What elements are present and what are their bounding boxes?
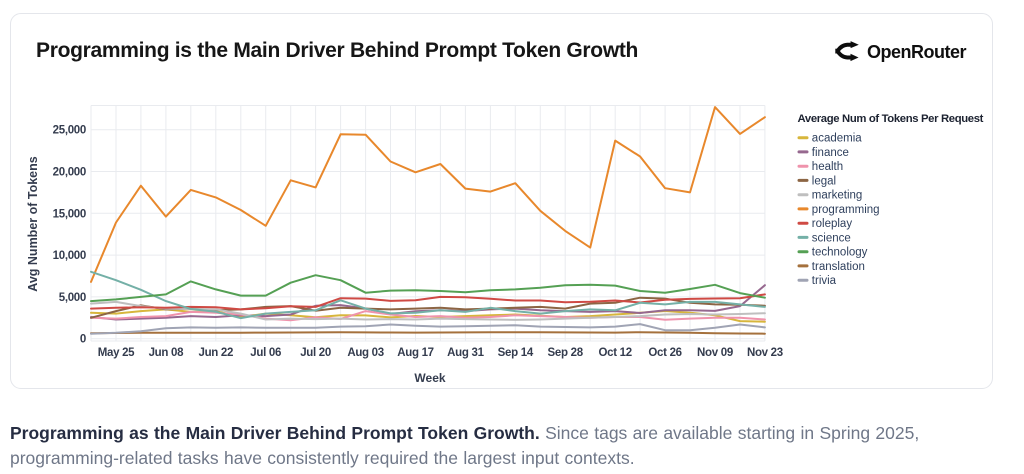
svg-text:Oct 26: Oct 26 bbox=[648, 347, 681, 359]
svg-text:Aug 17: Aug 17 bbox=[397, 347, 434, 359]
svg-text:Sep 28: Sep 28 bbox=[548, 347, 584, 359]
svg-text:translation: translation bbox=[812, 261, 865, 273]
svg-text:Jun 22: Jun 22 bbox=[198, 347, 233, 359]
svg-text:Nov 09: Nov 09 bbox=[697, 347, 733, 359]
svg-text:10,000: 10,000 bbox=[53, 250, 86, 262]
svg-text:programming: programming bbox=[812, 204, 880, 216]
svg-text:finance: finance bbox=[812, 147, 849, 159]
svg-text:trivia: trivia bbox=[812, 275, 837, 287]
svg-text:Aug 03: Aug 03 bbox=[347, 347, 384, 359]
svg-text:Nov 23: Nov 23 bbox=[747, 347, 783, 359]
svg-text:5,000: 5,000 bbox=[59, 292, 86, 304]
svg-text:health: health bbox=[812, 161, 843, 173]
svg-text:20,000: 20,000 bbox=[53, 167, 86, 179]
svg-text:May 25: May 25 bbox=[98, 347, 135, 359]
svg-text:0: 0 bbox=[80, 334, 86, 346]
svg-text:Week: Week bbox=[414, 371, 445, 385]
svg-text:Oct 12: Oct 12 bbox=[599, 347, 632, 359]
svg-text:academia: academia bbox=[812, 133, 862, 145]
svg-text:Avg Number of Tokens: Avg Number of Tokens bbox=[26, 156, 40, 291]
svg-text:Aug 31: Aug 31 bbox=[447, 347, 484, 359]
svg-text:roleplay: roleplay bbox=[812, 218, 853, 230]
svg-text:technology: technology bbox=[812, 247, 868, 259]
svg-text:science: science bbox=[812, 232, 851, 244]
svg-text:marketing: marketing bbox=[812, 190, 863, 202]
svg-text:legal: legal bbox=[812, 175, 836, 187]
svg-text:25,000: 25,000 bbox=[53, 125, 86, 137]
svg-text:Sep 14: Sep 14 bbox=[498, 347, 534, 359]
svg-text:Jul 06: Jul 06 bbox=[250, 347, 281, 359]
svg-text:15,000: 15,000 bbox=[53, 208, 86, 220]
svg-text:Average Num of Tokens Per Requ: Average Num of Tokens Per Request bbox=[798, 113, 984, 125]
svg-text:Jul 20: Jul 20 bbox=[300, 347, 331, 359]
svg-text:Jun 08: Jun 08 bbox=[149, 347, 185, 359]
